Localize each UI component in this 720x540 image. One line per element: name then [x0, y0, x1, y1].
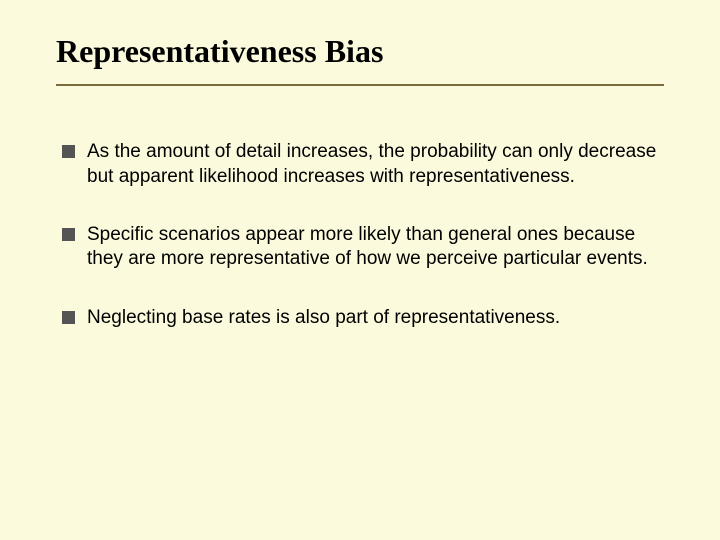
square-bullet-icon	[62, 228, 75, 241]
bullet-text: Specific scenarios appear more likely th…	[87, 223, 658, 272]
list-item: Specific scenarios appear more likely th…	[62, 223, 658, 272]
list-item: Neglecting base rates is also part of re…	[62, 306, 658, 330]
list-item: As the amount of detail increases, the p…	[62, 140, 658, 189]
title-underline	[56, 84, 664, 86]
bullet-text: Neglecting base rates is also part of re…	[87, 306, 658, 330]
title-block: Representativeness Bias	[56, 32, 664, 86]
bullet-list: As the amount of detail increases, the p…	[56, 140, 664, 330]
bullet-text: As the amount of detail increases, the p…	[87, 140, 658, 189]
square-bullet-icon	[62, 311, 75, 324]
slide: Representativeness Bias As the amount of…	[0, 0, 720, 540]
square-bullet-icon	[62, 145, 75, 158]
slide-title: Representativeness Bias	[56, 32, 664, 78]
